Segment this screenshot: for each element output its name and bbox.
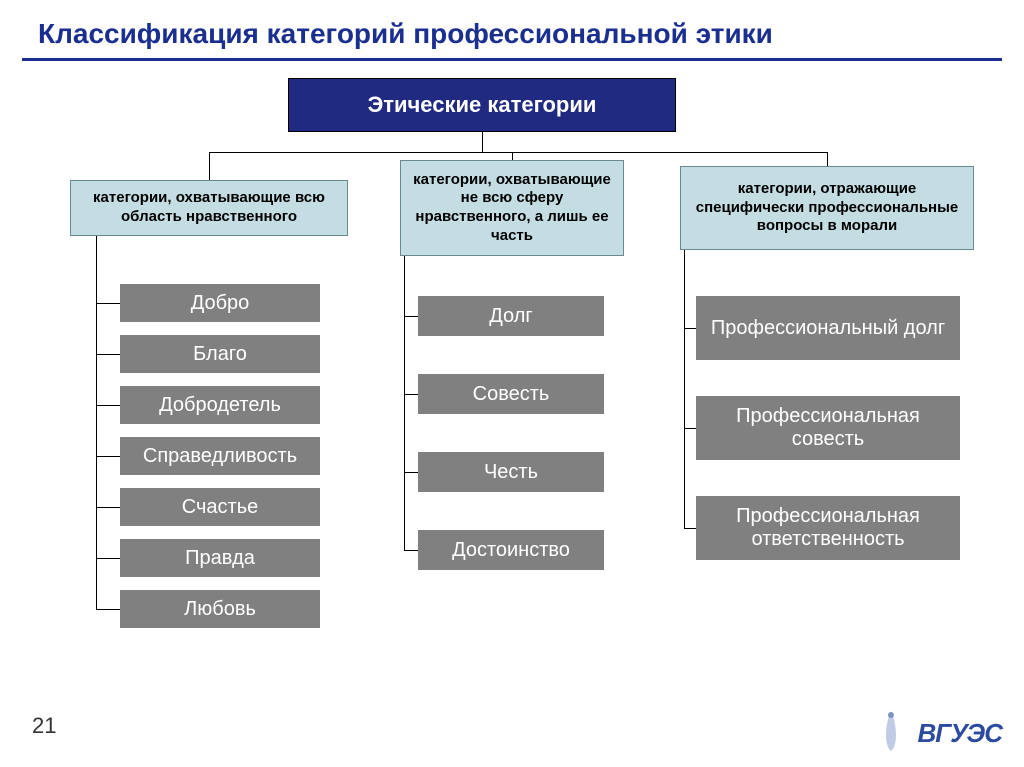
leaf-node: Честь — [418, 452, 604, 492]
connector-line — [404, 316, 418, 317]
slide-title: Классификация категорий профессиональной… — [38, 18, 773, 50]
leaf-node: Любовь — [120, 590, 320, 628]
leaf-node: Совесть — [418, 374, 604, 414]
title-underline — [22, 58, 1002, 61]
connector-line — [827, 152, 828, 166]
connector-line — [96, 456, 120, 457]
connector-line — [404, 472, 418, 473]
leaf-node: Добро — [120, 284, 320, 322]
leaf-node: Профессиональная совесть — [696, 396, 960, 460]
connector-line — [96, 303, 120, 304]
leaf-node: Добродетель — [120, 386, 320, 424]
connector-line — [209, 152, 827, 153]
connector-line — [96, 558, 120, 559]
category-box-2: категории, охватывающие не всю сферу нра… — [400, 160, 624, 256]
connector-line — [404, 550, 418, 551]
leaf-node: Справедливость — [120, 437, 320, 475]
leaf-node: Благо — [120, 335, 320, 373]
connector-line — [684, 250, 685, 528]
leaf-node: Достоинство — [418, 530, 604, 570]
connector-line — [684, 328, 696, 329]
logo-text: ВГУЭС — [918, 718, 1002, 749]
leaf-node: Долг — [418, 296, 604, 336]
connector-line — [209, 152, 210, 180]
connector-line — [96, 354, 120, 355]
connector-line — [96, 609, 120, 610]
root-node: Этические категории — [288, 78, 676, 132]
leaf-node: Профессиональная ответственность — [696, 496, 960, 560]
connector-line — [404, 256, 405, 550]
category-box-1: категории, охватывающие всю область нрав… — [70, 180, 348, 236]
leaf-node: Профессиональный долг — [696, 296, 960, 360]
leaf-node: Правда — [120, 539, 320, 577]
leaf-node: Счастье — [120, 488, 320, 526]
page-number: 21 — [32, 713, 56, 739]
connector-line — [684, 528, 696, 529]
logo-figure-icon — [878, 709, 904, 753]
connector-line — [96, 405, 120, 406]
connector-line — [96, 236, 97, 609]
category-box-3: категории, отражающие специфически профе… — [680, 166, 974, 250]
connector-line — [684, 428, 696, 429]
connector-line — [512, 152, 513, 160]
connector-line — [482, 132, 483, 152]
connector-line — [96, 507, 120, 508]
connector-line — [404, 394, 418, 395]
